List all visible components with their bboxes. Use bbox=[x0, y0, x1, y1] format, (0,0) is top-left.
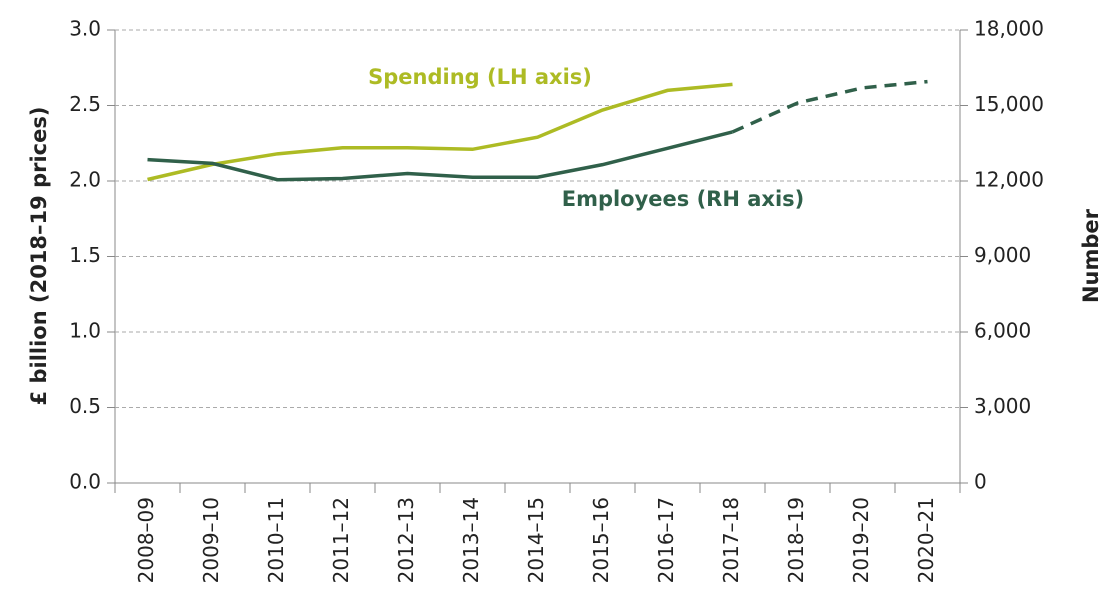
x-tick-label: 2013–14 bbox=[459, 497, 483, 583]
y2-tick-label: 18,000 bbox=[974, 17, 1044, 41]
y-tick-label: 3.0 bbox=[69, 17, 101, 41]
y-tick-label: 2.5 bbox=[69, 92, 101, 116]
series-line-projection bbox=[731, 79, 928, 134]
series-label: Spending (LH axis) bbox=[368, 65, 592, 89]
x-tick-label: 2020–21 bbox=[914, 497, 938, 583]
x-tick-label: 2019–20 bbox=[849, 497, 873, 583]
y-tick-label: 1.5 bbox=[69, 243, 101, 267]
x-tick-label: 2012–13 bbox=[394, 497, 418, 583]
x-tick-label: 2016–17 bbox=[654, 497, 678, 583]
series-line bbox=[147, 130, 733, 182]
series-label: Employees (RH axis) bbox=[562, 187, 805, 211]
x-tick-label: 2009–10 bbox=[199, 497, 223, 583]
x-tick-label: 2014–15 bbox=[524, 497, 548, 583]
y-tick-label: 2.0 bbox=[69, 168, 101, 192]
x-tick-label: 2017–18 bbox=[719, 497, 743, 583]
y-tick-label: 1.0 bbox=[69, 319, 101, 343]
x-tick-label: 2011–12 bbox=[329, 497, 353, 583]
x-tick-label: 2008–09 bbox=[134, 497, 158, 583]
y2-tick-label: 15,000 bbox=[974, 92, 1044, 116]
x-tick-label: 2010–11 bbox=[264, 497, 288, 583]
y2-axis-title: Number bbox=[1079, 208, 1103, 303]
y2-tick-label: 3,000 bbox=[974, 394, 1031, 418]
y2-tick-label: 9,000 bbox=[974, 243, 1031, 267]
y-tick-label: 0.5 bbox=[69, 394, 101, 418]
x-tick-label: 2015–16 bbox=[589, 497, 613, 583]
y2-tick-label: 12,000 bbox=[974, 168, 1044, 192]
series-line bbox=[147, 82, 733, 182]
y2-tick-label: 6,000 bbox=[974, 319, 1031, 343]
y-tick-label: 0.0 bbox=[69, 470, 101, 494]
y-axis-title: £ billion (2018–19 prices) bbox=[27, 107, 51, 406]
x-tick-label: 2018–19 bbox=[784, 497, 808, 583]
y2-tick-label: 0 bbox=[974, 470, 987, 494]
